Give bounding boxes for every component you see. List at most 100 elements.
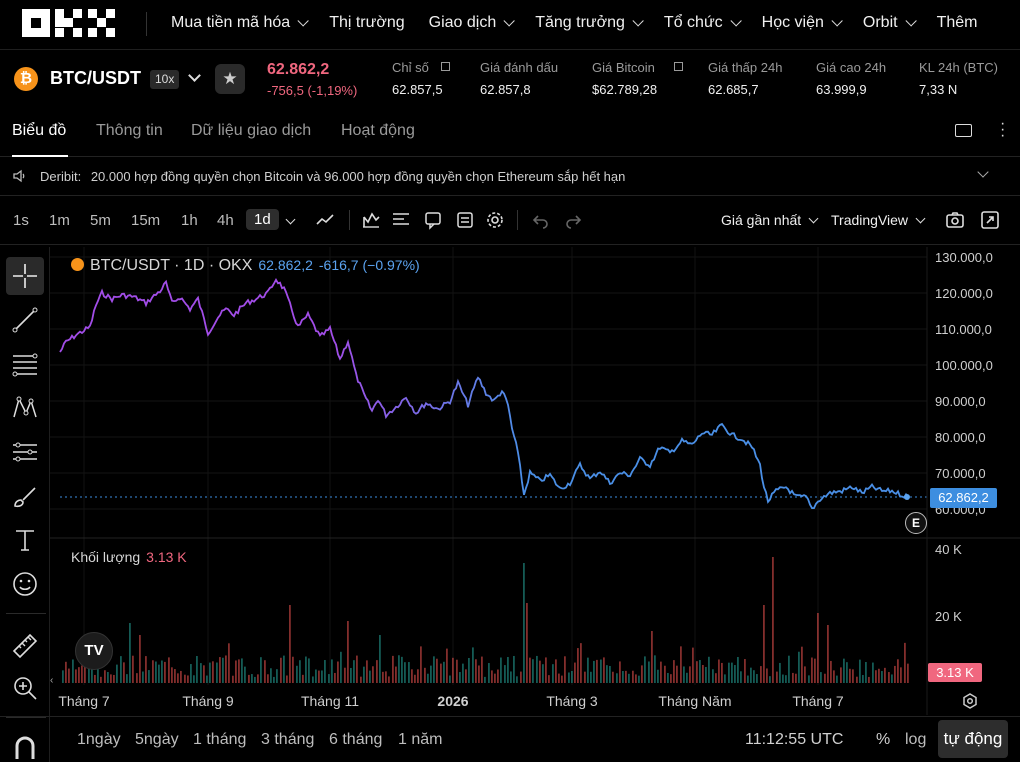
nav-item[interactable]: Tăng trưởng [535, 14, 644, 32]
range-1y[interactable]: 1 năm [398, 731, 443, 748]
alert-icon[interactable] [423, 210, 443, 230]
timeframe-4h[interactable]: 4h [217, 212, 234, 229]
volume-bar [622, 671, 624, 683]
volume-bar [209, 662, 211, 683]
brush-tool[interactable] [6, 477, 44, 515]
range-1d[interactable]: 1ngày [77, 731, 121, 748]
auto-scale-toggle[interactable]: tự động [938, 720, 1008, 758]
zoom-tool[interactable] [6, 669, 44, 707]
price-change: -756,5 (-1,19%) [267, 83, 358, 98]
settings-gear-icon[interactable] [485, 210, 505, 230]
volume-bar [584, 671, 586, 683]
nav-item[interactable]: Học viện [761, 14, 843, 32]
timeframe-15m[interactable]: 15m [131, 212, 161, 229]
announcement-text[interactable]: Deribit: 20.000 hợp đồng quyền chọn Bitc… [40, 169, 625, 184]
announcement-bar[interactable] [0, 158, 1020, 196]
volume-bar [62, 670, 64, 683]
range-6m[interactable]: 6 tháng [329, 731, 383, 748]
fullscreen-icon[interactable] [980, 210, 1000, 230]
range-1m[interactable]: 1 tháng [193, 731, 247, 748]
trend-line-tool[interactable] [6, 301, 44, 339]
nav-item[interactable]: Mua tiền mã hóa [171, 14, 309, 32]
undo-icon[interactable] [531, 210, 551, 230]
earnings-badge[interactable]: E [905, 512, 927, 534]
percent-scale-toggle[interactable]: % [876, 731, 891, 748]
nav-item-label: Giao dịch [428, 14, 497, 31]
toolbar-divider [517, 210, 518, 230]
pair-name[interactable]: BTC/USDT [50, 68, 141, 88]
chart-area[interactable]: 130.000,0 120.000,0 110.000,0 100.000,0 90.0… [50, 247, 1020, 715]
price-type-select[interactable]: Giá gần nhất [721, 212, 819, 228]
range-5d[interactable]: 5ngày [135, 731, 179, 748]
volume-bar [603, 657, 605, 683]
tab-activity[interactable]: Hoạt động [341, 122, 415, 139]
volume-bar [712, 669, 714, 683]
axis-settings-icon[interactable] [961, 692, 979, 710]
okx-logo[interactable] [22, 9, 116, 39]
timeframe-1s[interactable]: 1s [13, 212, 29, 229]
camera-icon[interactable] [945, 210, 965, 230]
volume-bar [289, 605, 291, 683]
redo-icon[interactable] [563, 210, 583, 230]
tab-trading-data[interactable]: Dữ liệu giao dịch [191, 122, 312, 139]
price-chart[interactable]: 130.000,0 120.000,0 110.000,0 100.000,0 90.0… [50, 247, 1020, 715]
compare-icon[interactable] [455, 210, 475, 230]
timeframe-1m[interactable]: 1m [49, 212, 70, 229]
volume-bar [875, 670, 877, 683]
volume-value: 3.13 K [146, 549, 187, 565]
fib-tool[interactable] [6, 345, 44, 383]
tab-chart[interactable]: Biểu đồ [12, 122, 67, 139]
favorite-star-button[interactable]: ★ [215, 64, 245, 94]
tool-separator [6, 613, 46, 614]
toolbar-divider [349, 210, 350, 230]
nav-item[interactable]: Thị trường [329, 14, 404, 32]
volume-bar [718, 659, 720, 683]
nav-item-label: Học viện [761, 14, 824, 31]
external-link-icon[interactable] [673, 62, 683, 71]
ticker-stat[interactable]: Giá Bitcoin $62.789,28 [592, 60, 683, 97]
volume-bar [628, 673, 630, 683]
line-chart-icon[interactable] [315, 210, 335, 230]
collapse-arrow-icon[interactable]: ‹ [50, 675, 54, 686]
volume-bar [433, 656, 435, 683]
nav-item-label: Tăng trưởng [535, 14, 625, 31]
ruler-tool[interactable] [6, 625, 44, 663]
volume-bar [750, 667, 752, 683]
utc-clock[interactable]: 11:12:55 UTC [745, 731, 844, 748]
volume-bar [596, 659, 598, 683]
log-scale-toggle[interactable]: log [905, 731, 927, 748]
nav-item[interactable]: Orbit [863, 14, 917, 32]
nav-item[interactable]: Tổ chức [664, 14, 742, 32]
projection-tool[interactable] [6, 433, 44, 471]
timeframe-5m[interactable]: 5m [90, 212, 111, 229]
more-vertical-icon[interactable]: · · · [1000, 115, 1006, 144]
pattern-tool[interactable] [6, 389, 44, 427]
volume-bar [673, 660, 675, 683]
text-tool[interactable] [6, 521, 44, 559]
volume-bar [91, 663, 93, 683]
nav-item[interactable]: Thêm [937, 14, 978, 32]
range-3m[interactable]: 3 tháng [261, 731, 315, 748]
magnet-tool[interactable] [6, 727, 44, 762]
indicators-icon[interactable] [361, 210, 381, 230]
volume-bar [878, 668, 880, 683]
volume-bar [516, 676, 518, 683]
volume-bar [260, 657, 262, 683]
chart-engine-select[interactable]: TradingView [831, 212, 926, 228]
timeframe-1d[interactable]: 1d [246, 209, 279, 230]
y-tick-label: 70.000,0 [935, 466, 986, 481]
last-price-tag: 62.862,2 [930, 488, 997, 508]
nav-item[interactable]: Giao dịch [428, 14, 516, 32]
tradingview-logo[interactable]: TV [75, 632, 113, 670]
chevron-down-icon [831, 15, 843, 27]
tab-info[interactable]: Thông tin [96, 122, 163, 139]
volume-bar [753, 670, 755, 683]
emoji-tool[interactable] [6, 565, 44, 603]
crosshair-tool[interactable] [6, 257, 44, 295]
ticker-stat[interactable]: Chỉ số 62.857,5 [392, 60, 450, 97]
list-icon[interactable] [391, 210, 411, 230]
volume-bar [372, 666, 374, 683]
external-link-icon[interactable] [440, 62, 450, 71]
timeframe-1h[interactable]: 1h [181, 212, 198, 229]
window-icon[interactable] [955, 124, 972, 137]
